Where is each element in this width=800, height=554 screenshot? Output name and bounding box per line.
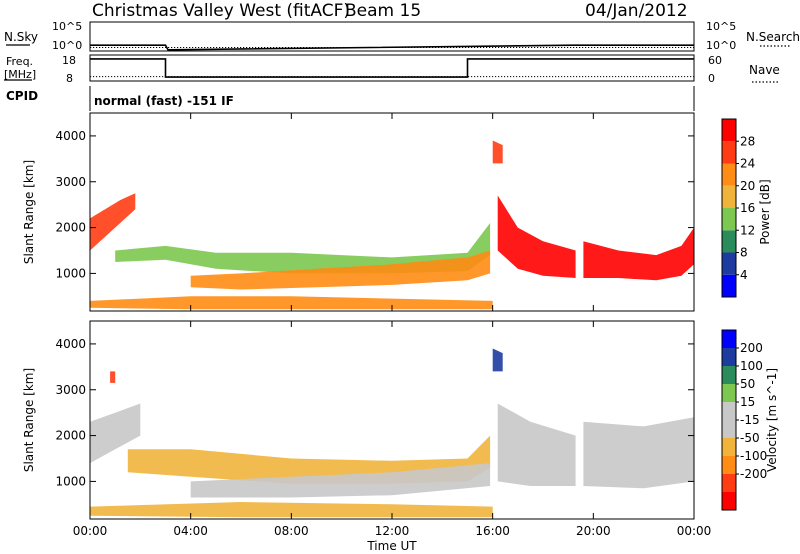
power-colorbar-tick-label: 16 bbox=[740, 201, 755, 215]
velocity-colorbar-tick-label: 15 bbox=[740, 395, 755, 409]
velocity-scatter bbox=[90, 321, 694, 519]
xtick-label: 12:00 bbox=[375, 524, 410, 538]
velocity-colorbar-tick-label: 50 bbox=[740, 377, 755, 391]
velocity-colorbar-tick-label: 200 bbox=[740, 341, 763, 355]
velocity-colorbar-label-text: Velocity [m s^-1] bbox=[765, 368, 779, 472]
frequency-strip-frame bbox=[89, 54, 695, 82]
velocity-colorbar-segment bbox=[722, 420, 736, 438]
power-colorbar-segment bbox=[722, 141, 736, 164]
noise-left-tick-top: 10^5 bbox=[52, 20, 82, 33]
velocity-colorbar-segment bbox=[722, 438, 736, 456]
freq-unit-label: [MHz] bbox=[4, 68, 36, 81]
nave-tick-bottom: 0 bbox=[708, 72, 715, 85]
cpid-label: CPID bbox=[6, 89, 38, 103]
xtick-label: 04:00 bbox=[173, 524, 208, 538]
power-colorbar-segment bbox=[722, 230, 736, 253]
power-colorbar-tick-label: 28 bbox=[740, 134, 755, 148]
velocity-band-7 bbox=[110, 371, 116, 383]
velocity-xlabel: Time UT bbox=[366, 539, 417, 553]
xtick-label: 16:00 bbox=[475, 524, 510, 538]
xtick-label: 00:00 bbox=[73, 524, 108, 538]
frequency-strip: Freq. [MHz] 18 8 Nave 60 0 bbox=[4, 54, 780, 85]
xtick-label: 08:00 bbox=[274, 524, 309, 538]
noise-strip: N.Sky 10^5 10^0 N.Search 10^5 10^0 bbox=[4, 20, 800, 52]
velocity-ytick-label: 3000 bbox=[55, 383, 86, 397]
velocity-data-gap bbox=[575, 321, 584, 519]
power-band-6 bbox=[492, 140, 503, 164]
xtick-label: 00:00 bbox=[677, 524, 712, 538]
velocity-colorbar-segment bbox=[722, 474, 736, 492]
power-colorbar-segment bbox=[722, 208, 736, 231]
velocity-colorbar-label: Velocity [m s^-1] bbox=[765, 368, 779, 472]
velocity-colorbar-segment bbox=[722, 348, 736, 366]
velocity-ytick-label: 1000 bbox=[55, 474, 86, 488]
noise-right-tick-bottom: 10^0 bbox=[706, 39, 736, 52]
velocity-band-5 bbox=[583, 417, 694, 489]
frequency-series bbox=[90, 58, 694, 78]
velocity-colorbar-tick-label: -50 bbox=[740, 431, 760, 445]
freq-tick-bottom: 8 bbox=[66, 72, 73, 85]
velocity-band-6 bbox=[492, 348, 503, 372]
velocity-colorbar-segment bbox=[722, 366, 736, 384]
power-band-4 bbox=[497, 195, 576, 278]
xtick-label: 20:00 bbox=[576, 524, 611, 538]
power-band-0 bbox=[90, 193, 136, 251]
velocity-ylabel: Slant Range [km] bbox=[22, 368, 36, 472]
velocity-ytick-label: 2000 bbox=[55, 429, 86, 443]
power-colorbar-tick-label: 24 bbox=[740, 157, 755, 171]
nave-label: Nave bbox=[749, 63, 780, 77]
power-scatter bbox=[90, 113, 694, 311]
power-colorbar-tick-label: 12 bbox=[740, 223, 755, 237]
velocity-panel: 1000 2000 3000 4000 Slant Range [km] 200 100… bbox=[22, 113, 779, 553]
nave-tick-top: 60 bbox=[708, 54, 722, 67]
velocity-colorbar-tick-label: 100 bbox=[740, 359, 763, 373]
cpid-strip: CPID normal (fast) -151 IF bbox=[6, 86, 695, 111]
velocity-band-0 bbox=[90, 403, 141, 464]
freq-label: Freq. bbox=[6, 55, 33, 68]
power-colorbar-segment bbox=[722, 252, 736, 275]
power-colorbar-segment bbox=[722, 274, 736, 297]
noise-left-tick-bottom: 10^0 bbox=[52, 39, 82, 52]
velocity-colorbar-segment bbox=[722, 384, 736, 402]
power-band-5 bbox=[583, 227, 694, 281]
power-colorbar-segment bbox=[722, 185, 736, 208]
velocity-band-4 bbox=[497, 403, 576, 486]
power-band-1 bbox=[115, 223, 491, 274]
power-ylabel: Slant Range [km] bbox=[22, 160, 36, 264]
cpid-value: normal (fast) -151 IF bbox=[94, 94, 234, 108]
velocity-colorbar-segment bbox=[722, 330, 736, 348]
power-ytick-label: 2000 bbox=[55, 221, 86, 235]
velocity-ytick-label: 4000 bbox=[55, 337, 86, 351]
freq-tick-top: 18 bbox=[62, 54, 76, 67]
station-title: Christmas Valley West (fitACF) bbox=[92, 1, 350, 21]
power-colorbar-tick-label: 4 bbox=[740, 268, 748, 282]
power-ytick-label: 1000 bbox=[55, 266, 86, 280]
date-label: 04/Jan/2012 bbox=[585, 1, 688, 21]
velocity-band-2 bbox=[190, 463, 491, 498]
velocity-colorbar-segment bbox=[722, 402, 736, 420]
power-ytick-label: 3000 bbox=[55, 175, 86, 189]
noise-strip-frame bbox=[89, 21, 695, 52]
nsky-series bbox=[90, 44, 694, 51]
beam-label: Beam 15 bbox=[345, 1, 421, 21]
velocity-colorbar-segment bbox=[722, 492, 736, 510]
velocity-colorbar-tick-label: -15 bbox=[740, 413, 760, 427]
noise-right-tick-top: 10^5 bbox=[706, 20, 736, 33]
power-panel: 1000 2000 3000 4000 Slant Range [km] 4 8 12 16… bbox=[22, 112, 772, 312]
power-colorbar-tick-label: 8 bbox=[740, 246, 748, 260]
nsky-label: N.Sky bbox=[4, 30, 38, 44]
nsearch-label: N.Search bbox=[746, 30, 800, 44]
power-colorbar-segment bbox=[722, 119, 736, 142]
power-colorbar-tick-label: 20 bbox=[740, 179, 755, 193]
power-data-gap bbox=[575, 113, 584, 311]
power-band-2 bbox=[190, 250, 491, 290]
power-colorbar-segment bbox=[722, 163, 736, 186]
velocity-colorbar-segment bbox=[722, 456, 736, 474]
velocity-colorbar-tick-label: -200 bbox=[740, 467, 767, 481]
velocity-colorbar-tick-label: -100 bbox=[740, 449, 767, 463]
power-ytick-label: 4000 bbox=[55, 129, 86, 143]
power-colorbar-label: Power [dB] bbox=[758, 179, 772, 244]
